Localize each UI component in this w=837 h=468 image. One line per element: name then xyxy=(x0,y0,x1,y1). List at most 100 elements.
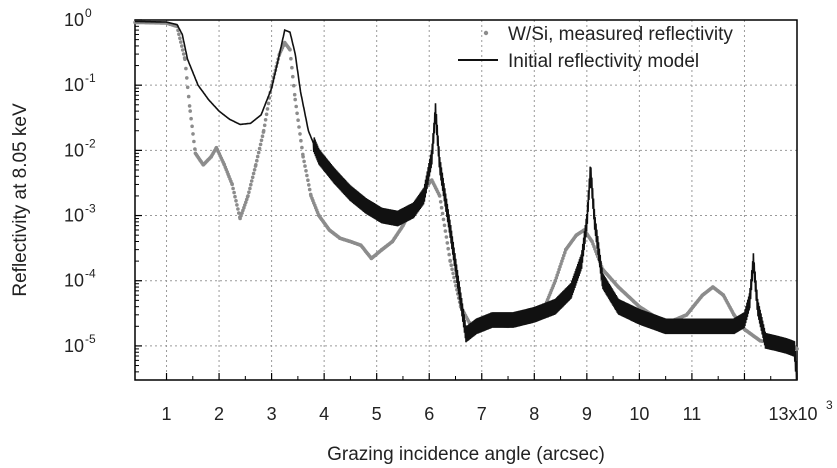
measured-point xyxy=(302,159,306,164)
plot-frame xyxy=(134,19,798,381)
x-tick-label: 13x10 xyxy=(768,404,817,424)
x-tick-label: 6 xyxy=(424,404,434,424)
y-tick-exponent: -5 xyxy=(85,332,96,346)
measured-point xyxy=(289,56,293,61)
measured-point xyxy=(188,109,192,113)
measured-point xyxy=(293,97,298,102)
y-tick-exponent: -4 xyxy=(85,267,96,281)
measured-point xyxy=(264,112,269,117)
measured-point xyxy=(243,203,247,207)
measured-point xyxy=(249,182,253,187)
measured-point xyxy=(190,124,194,129)
measured-point xyxy=(559,262,563,266)
measured-point xyxy=(187,104,192,108)
measured-point xyxy=(230,182,234,187)
model-line xyxy=(135,20,798,381)
measured-point xyxy=(251,171,256,176)
measured-point xyxy=(303,164,307,168)
measured-point xyxy=(444,235,449,239)
measured-point xyxy=(192,139,196,144)
legend-label-model: Initial reflectivity model xyxy=(508,51,699,72)
measured-point xyxy=(288,47,292,52)
axes xyxy=(134,19,798,381)
measured-point xyxy=(298,132,302,136)
y-tick-exponent: 0 xyxy=(85,6,92,20)
measured-point xyxy=(439,205,444,210)
measured-point xyxy=(292,83,296,88)
measured-point xyxy=(244,200,248,205)
measured-point xyxy=(241,208,245,213)
tick-labels: 1 2 3 4 5 6 7 8 9 10 11 13x10 310 -510 -410 -310 -210 -11… xyxy=(64,6,833,424)
measured-point xyxy=(260,134,265,138)
measured-point xyxy=(233,194,237,199)
measured-point xyxy=(235,203,239,207)
series-layer xyxy=(133,20,799,381)
measured-point xyxy=(254,158,259,163)
measured-point xyxy=(447,252,452,257)
measured-point xyxy=(557,267,561,272)
measured-point xyxy=(180,48,185,52)
measured-point xyxy=(181,52,186,56)
measured-point xyxy=(795,347,799,351)
measured-point xyxy=(304,169,308,173)
measured-point xyxy=(183,57,187,61)
measured-point xyxy=(180,44,184,48)
measured-point xyxy=(257,146,262,151)
measured-point xyxy=(563,250,567,255)
measured-point xyxy=(452,275,456,280)
measured-point xyxy=(437,194,442,198)
measured-point xyxy=(443,229,448,233)
measured-point xyxy=(244,197,249,202)
measured-point xyxy=(446,246,451,251)
measured-point xyxy=(237,211,241,215)
measured-point xyxy=(449,263,454,268)
measured-point xyxy=(256,150,261,155)
measured-point xyxy=(296,118,300,122)
measured-point xyxy=(295,111,299,116)
measured-point xyxy=(239,214,243,218)
measured-point xyxy=(561,256,565,261)
measured-point xyxy=(438,200,443,204)
x-tick-label: 5 xyxy=(372,404,382,424)
measured-point xyxy=(246,194,250,198)
legend-label-measured: W/Si, measured reflectivity xyxy=(508,24,733,45)
y-tick-exponent: -3 xyxy=(85,202,96,216)
measured-point xyxy=(249,179,254,183)
measured-point xyxy=(259,138,264,143)
x-tick-label: 2 xyxy=(214,404,224,424)
measured-point xyxy=(258,142,263,147)
measured-point xyxy=(193,147,197,151)
y-tick-label: 10 xyxy=(64,140,84,160)
measured-point xyxy=(294,104,299,109)
measured-point xyxy=(450,267,454,272)
y-axis-title: Reflectivity at 8.05 keV xyxy=(10,103,31,297)
measured-point xyxy=(184,66,188,71)
y-tick-label: 10 xyxy=(64,10,84,30)
measured-point xyxy=(179,40,183,44)
measured-point xyxy=(560,259,564,263)
measured-point xyxy=(254,163,258,167)
x-tick-label: 8 xyxy=(529,404,539,424)
measured-point xyxy=(451,271,455,276)
x-tick-label: 9 xyxy=(582,404,592,424)
y-tick-label: 10 xyxy=(64,336,84,356)
measured-point xyxy=(307,183,311,187)
x-tick-label: 11 xyxy=(683,404,702,424)
measured-point xyxy=(291,74,295,79)
legend: W/Si, measured reflectivity Initial refl… xyxy=(458,24,733,72)
measured-point xyxy=(306,178,310,182)
y-tick-label: 10 xyxy=(64,206,84,226)
measured-point xyxy=(189,116,193,121)
measured-point xyxy=(301,154,305,159)
measured-point xyxy=(185,76,189,80)
measured-point xyxy=(231,186,235,191)
measured-point xyxy=(555,273,559,277)
measured-point xyxy=(441,217,446,222)
measured-point xyxy=(266,101,271,106)
measured-point xyxy=(262,123,267,128)
measured-point xyxy=(562,253,566,258)
measured-point xyxy=(453,279,457,284)
measured-point xyxy=(185,85,190,90)
y-tick-label: 10 xyxy=(64,271,84,291)
